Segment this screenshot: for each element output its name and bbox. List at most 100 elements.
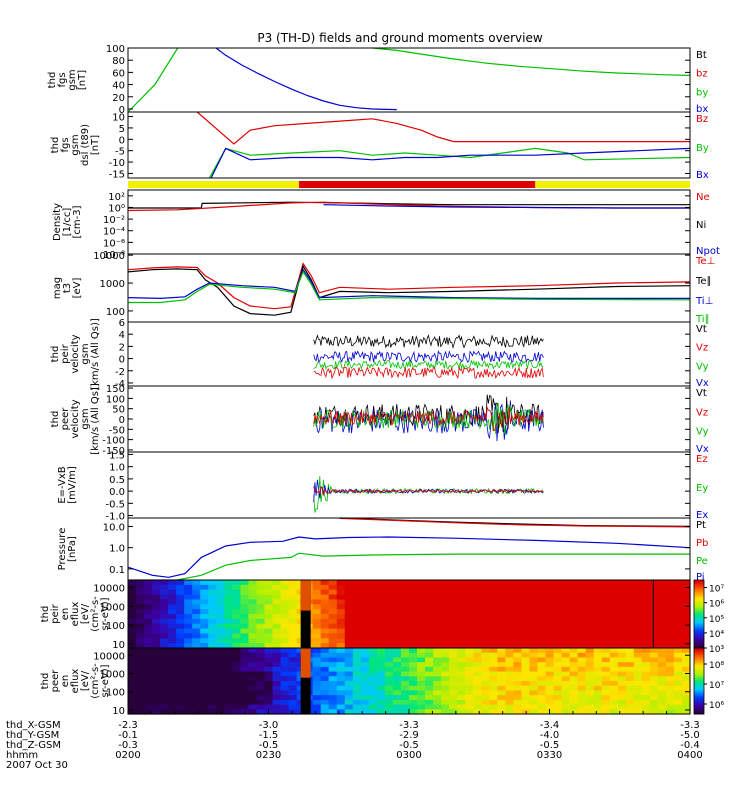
heatmap-cell [160,584,169,591]
heatmap-cell [280,690,290,696]
heatmap-cell [216,604,225,610]
heatmap-cell [256,695,266,701]
heatmap-cell [392,709,402,715]
heatmap-cell [152,681,161,687]
heatmap-cell [553,704,563,710]
colorbar-cell [694,625,704,629]
heatmap-cell [489,676,498,682]
heatmap-cell [673,671,683,677]
heatmap-cell [216,594,225,601]
heatmap-cell [577,604,587,610]
heatmap-cell [200,584,209,591]
x-row-label: thd_Z-GSM [6,740,61,751]
heatmap-cell [649,676,659,682]
heatmap-cell [368,662,378,668]
heatmap-cell [473,580,482,586]
heatmap-cell [128,614,137,620]
heatmap-cell [224,699,233,706]
noisy-series-3 [313,365,544,380]
heatmap-cell [457,584,466,591]
heatmap-cell [336,704,346,710]
heatmap-cell [457,709,466,715]
heatmap-cell [160,676,169,682]
heatmap-cell [641,628,651,635]
heatmap-cell [128,609,137,615]
heatmap-cell [376,618,386,625]
heatmap-cell [240,704,250,710]
heatmap-cell [609,685,619,692]
heatmap-cell [208,704,217,710]
heatmap-cell [457,648,466,654]
heatmap-cell [433,599,442,605]
heatmap-cell [577,628,587,635]
heatmap-cell [328,609,338,615]
heatmap-cell [529,618,539,625]
heatmap-cell [224,704,233,710]
y-axis-label: thd [50,411,61,428]
heatmap-cell [128,699,137,706]
heatmap-cell [248,657,258,663]
heatmap-cell [545,704,555,710]
heatmap-cell [248,594,258,601]
heatmap-cell [248,609,258,615]
heatmap-cell [545,589,555,596]
y-axis-label: gsm [80,408,91,429]
heatmap-cell [657,628,667,635]
heatmap-cell [657,594,667,601]
heatmap-cell [417,690,426,696]
heatmap-cell [553,699,563,706]
heatmap-cell [481,584,490,591]
heatmap-cell [473,695,482,701]
heatmap-cell [312,704,322,710]
heatmap-cell [160,643,169,649]
heatmap-cell [360,594,370,601]
heatmap-cell [368,666,378,673]
heatmap-cell [384,584,394,591]
heatmap-cell [537,643,547,649]
heatmap-cell [449,652,458,659]
heatmap-cell [409,681,418,687]
heatmap-cell [376,662,386,668]
colorbar-cell [694,666,704,669]
heatmap-cell [449,628,458,635]
heatmap-cell [553,604,563,610]
heatmap-cell [537,618,547,625]
series-line-1 [208,147,691,179]
heatmap-cell [152,584,161,591]
heatmap-cell [384,657,394,663]
heatmap-cell [144,704,153,710]
heatmap-cell [457,643,466,649]
heatmap-cell [216,704,225,710]
colorbar-cell [694,687,704,690]
heatmap-cell [505,594,514,601]
heatmap-cell [553,633,563,639]
heatmap-cell [176,614,185,620]
heatmap-cell [192,623,201,630]
legend-entry: Vt [696,388,707,399]
colorbar-cell [694,588,704,591]
heatmap-cell [280,604,290,610]
heatmap-cell [513,589,522,596]
colorbar-cell [694,702,704,705]
heatmap-cell [633,628,643,635]
heatmap-cell [128,628,137,635]
legend-entry: Te∥ [695,276,712,287]
heatmap-cell [384,599,394,605]
heatmap-cell [633,609,643,615]
colorbar-cell [694,605,704,608]
y-tick-label: -10 [109,158,125,169]
heatmap-cell [489,618,498,625]
heatmap-cell [465,643,474,649]
heatmap-cell [641,652,651,659]
heatmap-cell [665,690,675,696]
heatmap-cell [232,628,241,635]
heatmap-cell [240,681,250,687]
heatmap-cell [609,643,619,649]
heatmap-cell [489,633,498,639]
colorbar-cell [694,583,704,586]
heatmap-cell [232,709,241,715]
panel-frame [127,189,691,255]
heatmap-cell [192,666,201,673]
